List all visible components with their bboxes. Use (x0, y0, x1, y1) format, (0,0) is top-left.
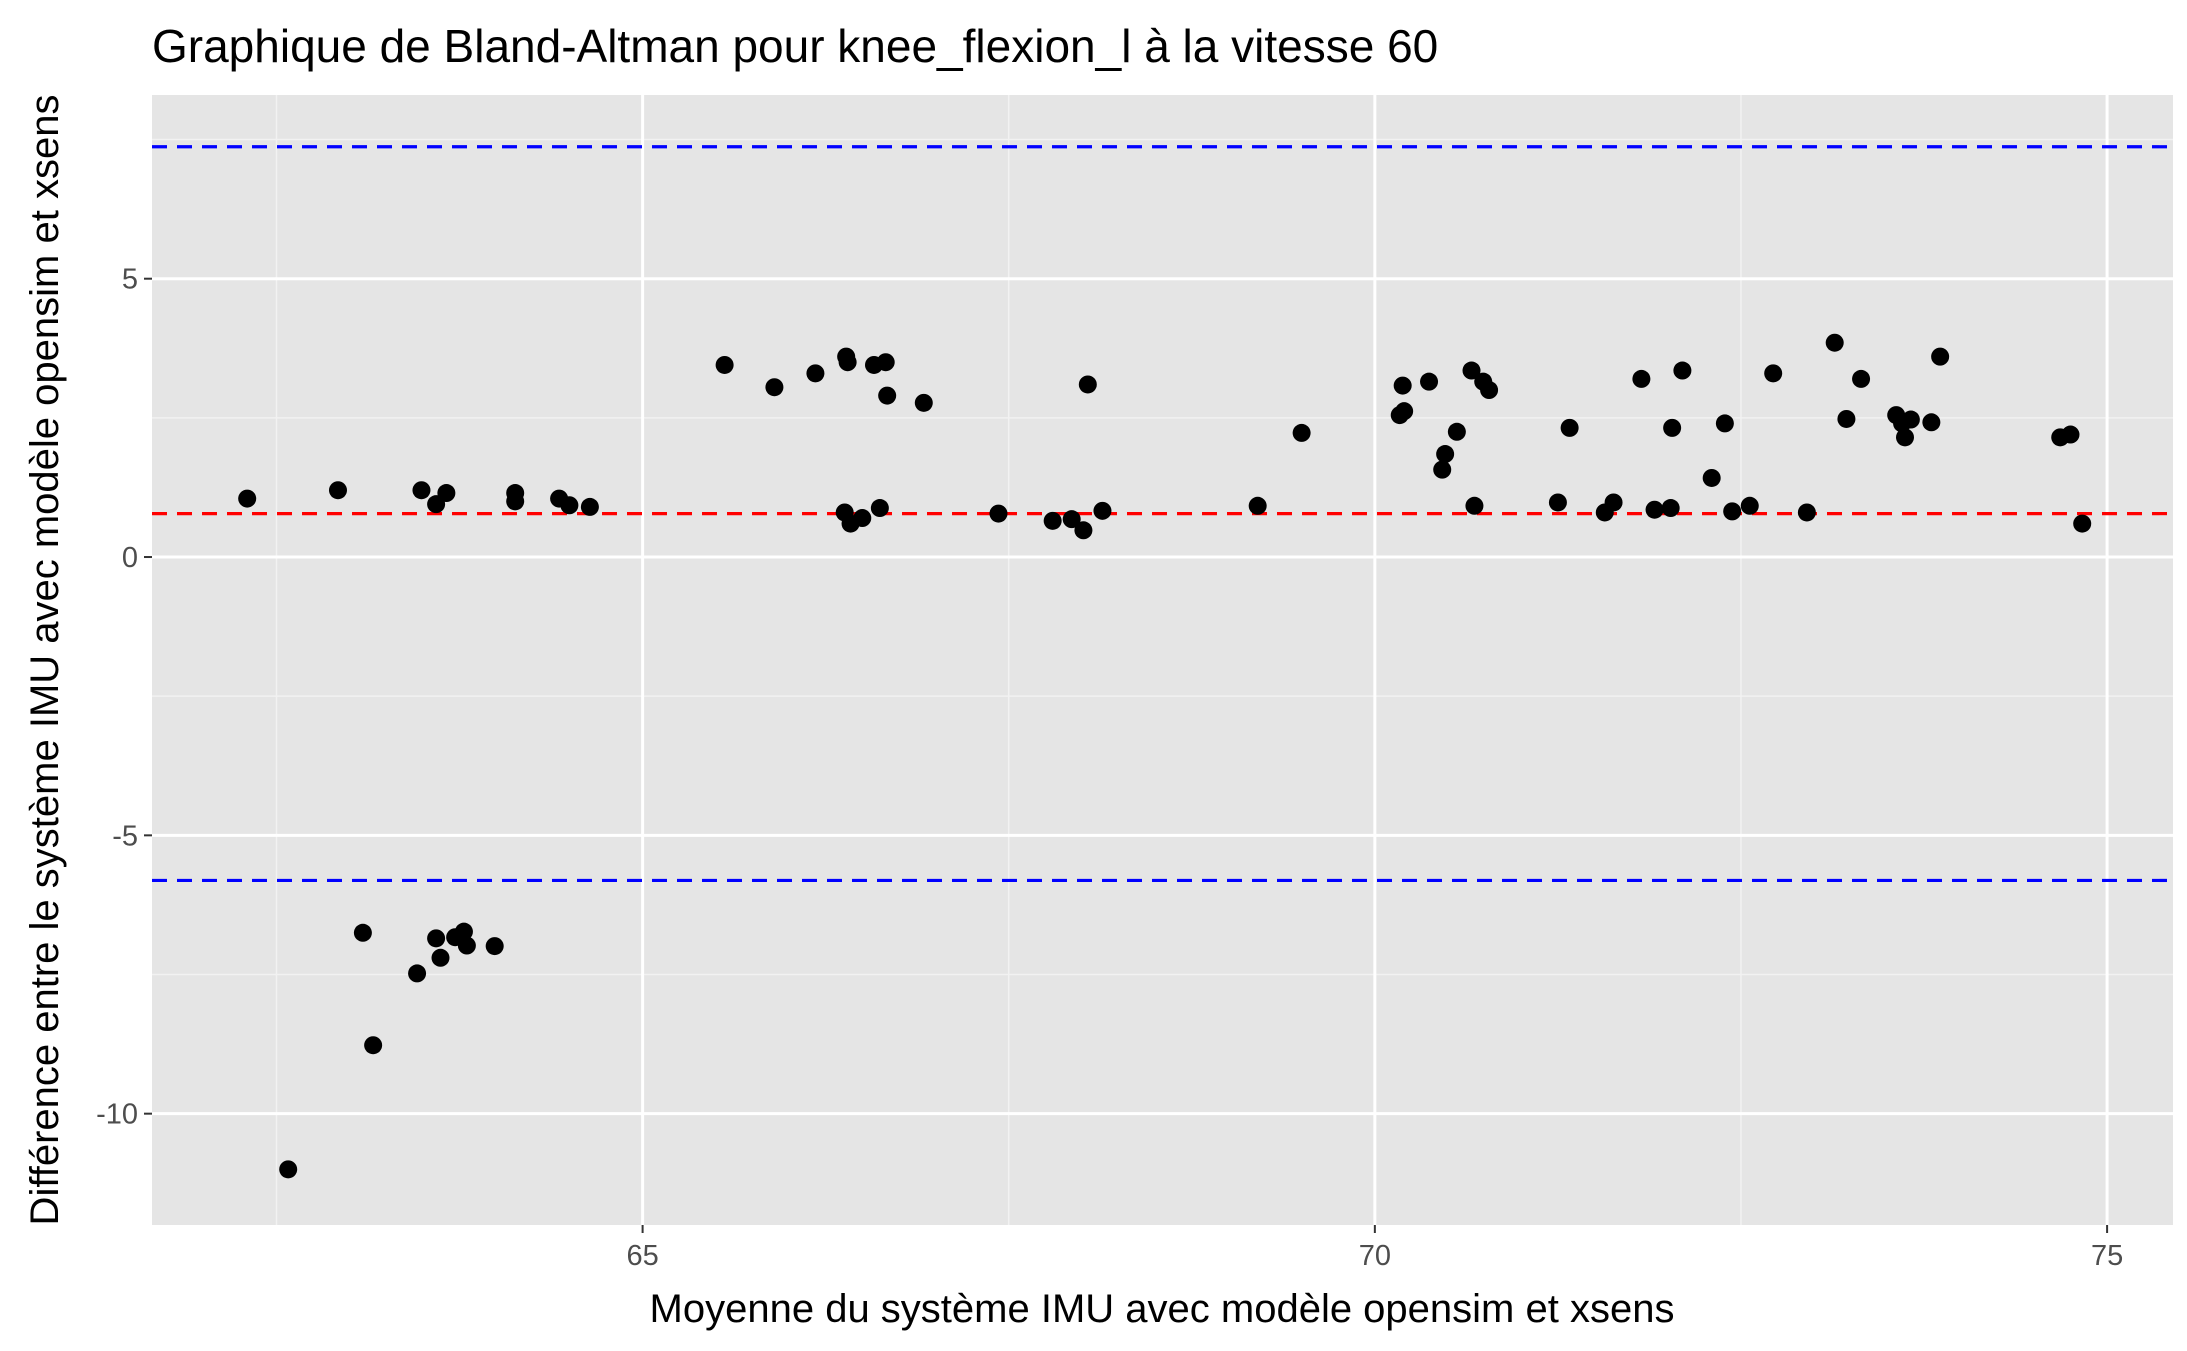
data-point (238, 489, 257, 508)
minor-gridlines (152, 95, 2173, 1225)
data-point (1673, 361, 1692, 380)
data-point (506, 492, 525, 511)
data-point (1480, 381, 1499, 400)
data-point (1702, 468, 1721, 487)
data-point (2061, 425, 2080, 444)
y-tick-label: -10 (96, 1099, 138, 1131)
data-point (1852, 369, 1871, 388)
data-point (1074, 521, 1093, 540)
data-point (1078, 375, 1097, 394)
y-tick-label: 0 (122, 542, 138, 574)
data-point (1715, 414, 1734, 433)
data-point (580, 497, 599, 516)
data-point (1548, 493, 1567, 512)
plot-panel (152, 95, 2173, 1225)
data-point (1663, 418, 1682, 437)
data-point (1447, 422, 1466, 441)
chart-title: Graphique de Bland-Altman pour knee_flex… (152, 20, 1438, 72)
data-point (765, 378, 784, 397)
x-tick-label: 75 (2091, 1240, 2123, 1272)
data-point (454, 922, 473, 941)
data-point (806, 364, 825, 383)
data-point (437, 484, 456, 503)
data-point (1632, 369, 1651, 388)
data-point (914, 393, 933, 412)
data-point (1560, 418, 1579, 437)
data-point (1901, 410, 1920, 429)
data-point (485, 937, 504, 956)
data-point (353, 923, 372, 942)
y-axis-title: Différence entre le système IMU avec mod… (23, 95, 67, 1226)
data-point (715, 355, 734, 374)
major-gridlines (152, 95, 2173, 1225)
data-point (364, 1036, 383, 1055)
data-point (853, 509, 872, 528)
data-point (431, 948, 450, 967)
data-point (1093, 501, 1112, 520)
data-point (412, 481, 431, 500)
data-point (1825, 333, 1844, 352)
x-tick-label: 65 (626, 1240, 658, 1272)
y-tick-label: 5 (122, 264, 138, 296)
x-axis-title: Moyenne du système IMU avec modèle opens… (650, 1287, 1675, 1331)
data-point (1465, 496, 1484, 515)
data-point (1292, 423, 1311, 442)
data-point (870, 499, 889, 518)
data-point (1062, 510, 1081, 529)
data-point (1922, 413, 1941, 432)
data-point (1248, 496, 1267, 515)
data-point (1462, 361, 1481, 380)
data-point (876, 353, 895, 372)
x-axis: 65 70 75 (626, 1225, 2123, 1272)
data-point (1043, 511, 1062, 530)
data-points (238, 333, 2092, 1179)
data-point (427, 929, 446, 948)
data-point (1661, 499, 1680, 518)
data-point (878, 386, 897, 405)
data-point (328, 481, 347, 500)
y-axis: -10 -5 0 5 (96, 264, 152, 1131)
data-point (1393, 376, 1412, 395)
data-point (560, 496, 579, 515)
data-point (457, 936, 476, 955)
data-point (1436, 445, 1455, 464)
data-point (1931, 347, 1950, 366)
data-point (989, 504, 1008, 523)
reference-lines (152, 145, 2173, 883)
data-point (1604, 493, 1623, 512)
data-point (1420, 372, 1439, 391)
data-point (1433, 460, 1452, 479)
data-point (1797, 503, 1816, 522)
data-point (1740, 496, 1759, 515)
data-point (1895, 428, 1914, 447)
data-point (1764, 364, 1783, 383)
data-point (1645, 500, 1664, 519)
data-point (838, 353, 857, 372)
data-point (1723, 502, 1742, 521)
data-point (2073, 514, 2092, 533)
data-point (1395, 402, 1414, 421)
x-tick-label: 70 (1359, 1240, 1391, 1272)
data-point (408, 964, 427, 983)
y-tick-label: -5 (112, 820, 138, 852)
data-point (1837, 409, 1856, 428)
data-point (279, 1160, 298, 1179)
